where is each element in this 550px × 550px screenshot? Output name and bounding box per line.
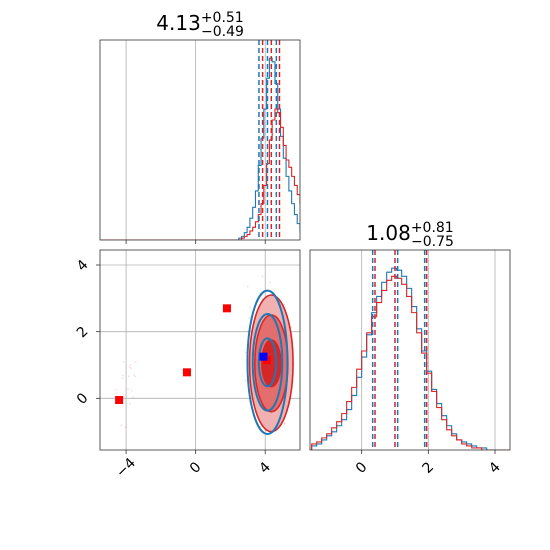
top-hist-series-1 [100,108,300,240]
title-bottom-right: 1.08+0.81 [366,220,453,245]
right-xtick-label-2: 4 [486,459,504,477]
sample-point [130,389,133,392]
marker-blue-0 [259,352,268,361]
sample-point [128,402,131,405]
title-bottom-right-value: 1.08 [366,221,411,245]
scatter-ytick-label-1: 2 [74,324,92,342]
contour-blue-level-1 [251,313,284,412]
scatter-ytick-label-2: 4 [74,257,92,275]
sample-point [122,374,124,377]
sample-point [130,367,133,370]
marker-red-2 [222,304,231,313]
sample-point [283,303,286,306]
right-hist-series-1 [310,275,510,450]
title-top-left-plus: +0.51 [201,10,244,26]
right-xtick-label-0: 0 [353,459,371,477]
sample-point [246,285,249,288]
title-bottom-right-plus: +0.81 [411,220,454,236]
sample-point [133,373,136,376]
scatter-xtick-label-1: 0 [187,459,205,477]
histogram-panel-bottom-right: 0 2 4 [309,249,511,477]
sample-point [131,396,134,399]
sample-point [115,392,118,395]
sample-point [261,275,264,278]
sample-point [269,281,271,284]
sample-point [134,375,137,378]
histogram-panel-top-left [99,39,301,244]
sample-point [283,422,286,425]
sample-point [134,361,137,363]
sample-point [259,425,262,428]
sample-point [248,317,251,319]
sample-point [122,360,125,363]
title-top-left-minus: −0.49 [201,24,244,40]
scatter-ytick-label-0: 0 [74,390,92,408]
right-xtick-label-1: 2 [420,459,438,477]
scatter-xtick-label-2: 4 [256,459,274,477]
marker-red-0 [115,396,124,404]
right-hist-series-0 [310,267,510,450]
title-bottom-right-minus: −0.75 [411,234,454,250]
sample-point [129,364,132,366]
scatter-xtick-label-0: −4 [113,455,139,481]
title-top-left: 4.13+0.51 [156,10,243,35]
sample-point [249,306,252,309]
top-hist-series-0 [100,57,300,240]
marker-red-1 [182,368,191,377]
sample-point [124,426,127,429]
scatter-panel-bottom-left: −4 0 4 0 2 4 [74,249,306,481]
sample-point [304,351,306,353]
sample-point [129,366,131,369]
sample-point [127,375,130,378]
sample-point [245,351,247,354]
contour-blue-level-0 [257,337,278,388]
scatter-content [114,275,306,454]
sample-point [244,379,247,382]
sample-point [121,377,124,380]
sample-point [241,452,243,454]
right-frame [309,249,511,451]
sample-point [127,388,129,390]
sample-point [114,389,117,391]
top-frame [99,39,301,241]
title-top-left-value: 4.13 [156,11,201,35]
sample-point [283,423,285,425]
scatter-frame [99,249,301,451]
contour-blue-level-2 [246,289,289,436]
sample-point [120,424,123,427]
